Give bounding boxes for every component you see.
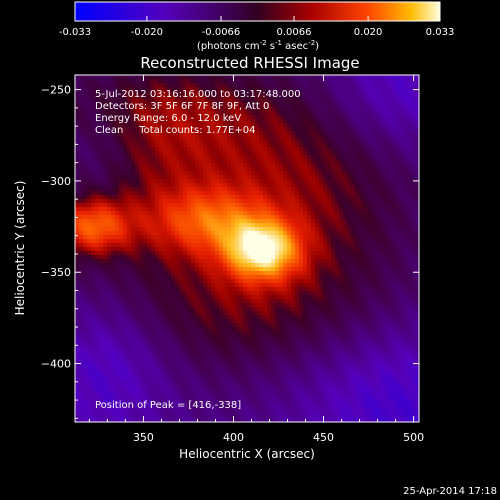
y-tick-label: −250 [41,84,71,97]
annotation-energy-range: Energy Range: 6.0 - 12.0 keV [95,113,241,124]
colorbar-tick-label: 0.033 [426,27,455,38]
x-axis-label: Heliocentric X (arcsec) [179,447,315,461]
chart-title: Reconstructed RHESSI Image [140,54,359,72]
colorbar-tick-label: 0.020 [354,27,383,38]
timestamp: 25-Apr-2014 17:18 [403,486,497,497]
x-axis: 350 400 450 500 [88,75,424,444]
colorbar-tick-label: 0.0066 [277,27,312,38]
colorbar: -0.033 -0.020 -0.0066 0.0066 0.020 0.033 (pho… [59,1,454,52]
x-tick-label: 350 [133,431,154,444]
annotation-time-range: 5-Jul-2012 03:16:16.000 to 03:17:48.000 [95,89,301,100]
annotation-clean-counts: Clean Total counts: 1.77E+04 [95,125,255,136]
y-tick-label: −300 [41,175,71,188]
x-tick-label: 500 [403,431,424,444]
y-axis: −250 −300 −350 −400 [41,84,419,419]
x-tick-label: 450 [313,431,334,444]
colorbar-tick-label: -0.033 [59,27,91,38]
y-tick-label: −350 [41,266,71,279]
plot-frame [74,74,420,423]
heatmap-image [75,75,419,422]
colorbar-unit-label: (photons cm-2 s-1 asec-2) [197,39,319,52]
peak-position-label: Position of Peak = [416,-338] [95,400,241,411]
colorbar-tick-label: -0.0066 [202,27,241,38]
y-axis-label: Heliocentric Y (arcsec) [13,181,27,316]
annotation-detectors: Detectors: 3F 5F 6F 7F 8F 9F, Att 0 [95,101,269,112]
y-tick-label: −400 [41,358,71,371]
colorbar-tick-label: -0.020 [131,27,163,38]
colorbar-gradient [74,1,441,22]
colorbar-ticks: -0.033 -0.020 -0.0066 0.0066 0.020 0.033 [59,16,454,38]
x-tick-label: 400 [223,431,244,444]
